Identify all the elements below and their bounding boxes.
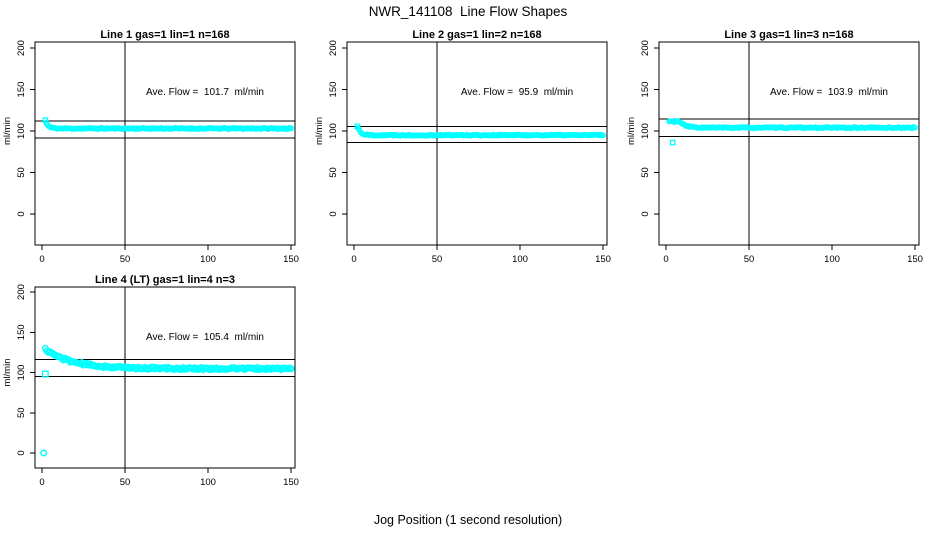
- y-axis-label: ml/min: [314, 117, 325, 145]
- subplot-line-2: 0 50 100 150 0 50 100 150 200 ml/min Line 2 gas=1…: [312, 25, 624, 270]
- x-tick-label: 150: [595, 254, 611, 265]
- x-tick-label: 150: [907, 254, 923, 265]
- subplot-line-4: 0 50 100 150 0 50 100 150 200 ml/min Line 4 (LT) …: [0, 270, 312, 520]
- subplot-line-2-axes: 0 50 100 150 0 50 100 150 200 ml/min: [314, 40, 611, 265]
- chart-main-title: NWR_141108 Line Flow Shapes: [368, 4, 568, 19]
- outlier-point-square: [41, 370, 49, 378]
- y-tick-label: 200: [16, 284, 27, 300]
- subplot-line-1-title: Line 1 gas=1 lin=1 n=168: [100, 29, 230, 41]
- y-tick-label: 200: [16, 40, 27, 56]
- x-tick-label: 100: [200, 477, 216, 488]
- subplot-line-1-axes: 0 50 100 150 0 50 100 150 200 ml/min: [2, 40, 299, 265]
- y-tick-label: 0: [16, 450, 27, 455]
- x-tick-label: 50: [432, 254, 443, 265]
- y-tick-label: 0: [640, 211, 651, 216]
- plot-box: [346, 41, 608, 246]
- y-tick-label: 200: [328, 40, 339, 56]
- y-tick-label: 50: [328, 167, 339, 178]
- x-tick-label: 150: [283, 477, 299, 488]
- plot-box: [34, 286, 296, 469]
- data-point: [600, 132, 606, 139]
- outlier-point: [40, 449, 48, 457]
- subplot-line-4-axes: 0 50 100 150 0 50 100 150 200 ml/min: [2, 284, 299, 488]
- data-point: [288, 125, 294, 132]
- outlier-point: [43, 119, 50, 126]
- data-series: [666, 118, 918, 146]
- y-tick-label: 200: [640, 40, 651, 56]
- subplot-line-1-ave-flow-annotation: Ave. Flow = 101.7 ml/min: [146, 87, 264, 98]
- x-tick-label: 50: [120, 477, 131, 488]
- x-tick-label: 50: [744, 254, 755, 265]
- y-tick-label: 100: [328, 123, 339, 139]
- y-tick-label: 0: [328, 211, 339, 216]
- outlier-point-square: [669, 139, 676, 146]
- subplot-line-2-title: Line 2 gas=1 lin=2 n=168: [412, 29, 542, 41]
- y-axis-label: ml/min: [626, 117, 637, 145]
- data-series: [354, 123, 606, 139]
- subplot-line-4-title: Line 4 (LT) gas=1 lin=4 n=3: [94, 274, 236, 286]
- y-tick-label: 100: [16, 365, 27, 381]
- y-axis-label: ml/min: [2, 359, 13, 387]
- y-tick-label: 150: [16, 82, 27, 98]
- y-tick-label: 100: [640, 123, 651, 139]
- data-series: [42, 117, 294, 133]
- x-tick-label: 0: [351, 254, 356, 265]
- plot-box: [658, 41, 920, 246]
- subplot-line-3-title: Line 3 gas=1 lin=3 n=168: [724, 29, 854, 41]
- y-tick-label: 100: [16, 123, 27, 139]
- subplot-line-3-axes: 0 50 100 150 0 50 100 150 200 ml/min: [626, 40, 923, 265]
- y-tick-label: 0: [16, 211, 27, 216]
- x-axis-label: Jog Position (1 second resolution): [373, 513, 563, 527]
- subplot-line-3: 0 50 100 150 0 50 100 150 200 ml/min Line 3 gas=1…: [624, 25, 936, 270]
- y-tick-label: 150: [640, 82, 651, 98]
- x-tick-label: 0: [39, 477, 44, 488]
- x-tick-label: 0: [663, 254, 668, 265]
- x-tick-label: 150: [283, 254, 299, 265]
- y-tick-label: 50: [16, 407, 27, 418]
- subplot-line-3-ave-flow-annotation: Ave. Flow = 103.9 ml/min: [770, 87, 888, 98]
- y-tick-label: 50: [640, 167, 651, 178]
- y-tick-label: 150: [328, 82, 339, 98]
- subplot-line-1: 0 50 100 150 0 50 100 150 200 ml/min Line 1 gas=1…: [0, 25, 312, 270]
- y-tick-label: 150: [16, 324, 27, 340]
- x-tick-label: 100: [824, 254, 840, 265]
- outlier-point: [355, 125, 362, 132]
- data-point: [287, 365, 295, 373]
- plot-box: [34, 41, 296, 246]
- y-tick-label: 50: [16, 167, 27, 178]
- x-tick-label: 100: [512, 254, 528, 265]
- y-axis-label: ml/min: [2, 117, 13, 145]
- data-series: [40, 344, 295, 457]
- x-tick-label: 100: [200, 254, 216, 265]
- x-tick-label: 50: [120, 254, 131, 265]
- subplot-line-4-ave-flow-annotation: Ave. Flow = 105.4 ml/min: [146, 332, 264, 343]
- x-tick-label: 0: [39, 254, 44, 265]
- subplot-line-2-ave-flow-annotation: Ave. Flow = 95.9 ml/min: [460, 87, 574, 98]
- data-point: [912, 124, 918, 131]
